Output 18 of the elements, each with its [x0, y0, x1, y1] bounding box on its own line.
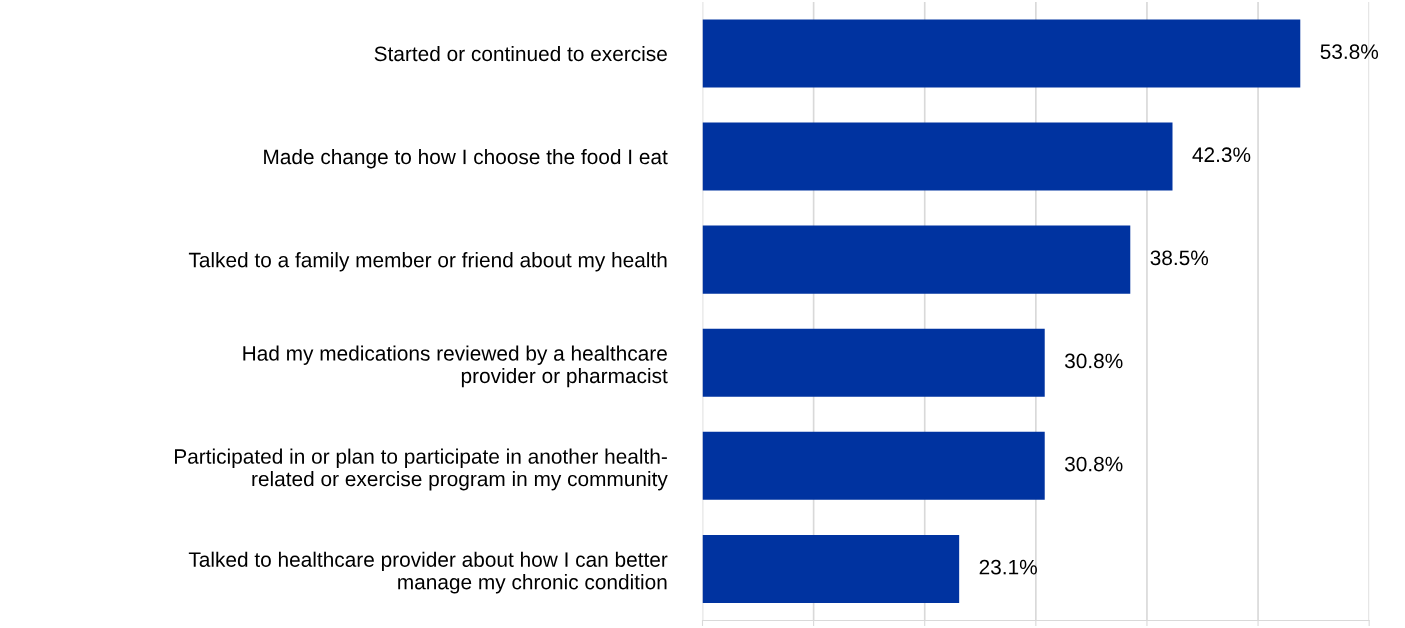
data-label: 42.3% — [1192, 147, 1251, 163]
y-tick-label: Talked to healthcare provider about how I can better manage my chronic condition — [188, 551, 668, 594]
bar — [702, 534, 960, 603]
bar — [702, 225, 1131, 294]
bar — [702, 431, 1045, 500]
y-tick-label: Talked to a family member or friend about my health — [188, 252, 667, 272]
bar — [702, 122, 1173, 191]
data-label: 30.8% — [1064, 456, 1123, 472]
data-label: 53.8% — [1320, 44, 1379, 60]
data-label: 30.8% — [1064, 353, 1123, 369]
data-label: 38.5% — [1150, 250, 1209, 266]
data-label: 23.1% — [979, 559, 1037, 575]
bar — [702, 19, 1301, 88]
bar — [702, 328, 1045, 397]
y-tick-label: Had my medications reviewed by a healthcare provider or pharmacist — [243, 345, 668, 388]
y-tick-label: Started or continued to exercise — [374, 45, 667, 62]
y-tick-label: Made change to how I choose the food I eat — [264, 148, 668, 169]
y-tick-label: Participated in or plan to participate in another health- related or exercise program in my community — [175, 448, 668, 491]
